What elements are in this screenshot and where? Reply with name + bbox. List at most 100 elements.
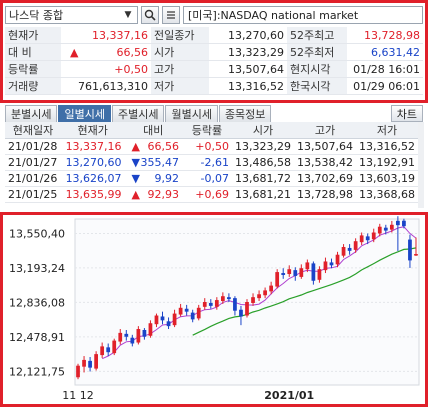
- table-scrollbar[interactable]: [418, 122, 424, 208]
- market-name: [미국]:NASDAQ national market: [188, 8, 359, 22]
- x-tick-label: 11 12: [62, 389, 94, 402]
- low-price: 13,316,52: [209, 77, 287, 95]
- tab-minute[interactable]: 분별시세: [5, 105, 58, 122]
- cell-change: ▲ 66,56: [124, 138, 182, 155]
- search-button[interactable]: [141, 5, 159, 24]
- column-header[interactable]: 대비: [124, 122, 182, 139]
- quote-label: 현재가: [5, 27, 61, 44]
- candle-body: [196, 307, 201, 319]
- candle-body: [408, 239, 412, 261]
- high-price: 13,507,64: [209, 60, 287, 78]
- cell-open: 13,681,72: [231, 170, 294, 187]
- cell-price: 13,626,07: [60, 170, 125, 187]
- menu-button[interactable]: [162, 5, 180, 24]
- column-header[interactable]: 시가: [231, 122, 294, 139]
- chevron-down-icon[interactable]: ▼: [124, 9, 132, 20]
- chart-button[interactable]: 차트: [390, 105, 423, 122]
- column-header[interactable]: 현재가: [60, 122, 125, 139]
- candle-body: [130, 337, 135, 344]
- candle-body: [414, 254, 418, 256]
- cell-rate: -2,61: [182, 154, 232, 171]
- table-row[interactable]: 21/01/25 13,635,99 ▲ 92,93 +0,69 13,681,2…: [5, 186, 418, 203]
- change-rate: +0,50: [61, 60, 151, 78]
- candle-body: [124, 333, 129, 337]
- column-header[interactable]: 고가: [293, 122, 356, 139]
- candle-body: [82, 359, 86, 367]
- cell-change: ▼ 9,92: [124, 170, 182, 187]
- high-52w: 13,728,98: [347, 27, 423, 44]
- tab-info[interactable]: 종목정보: [218, 105, 272, 122]
- candle-body: [106, 347, 111, 353]
- prev-close: 13,270,60: [209, 27, 287, 44]
- cell-low: 13,368,68: [355, 186, 418, 203]
- candle-body: [287, 269, 292, 275]
- quote-label: 현지시각: [287, 60, 347, 78]
- cell-open: 13,486,58: [231, 154, 294, 171]
- column-header[interactable]: 등락률: [182, 122, 232, 139]
- candle-body: [88, 360, 92, 368]
- x-tick-label: 2021/01: [264, 389, 314, 402]
- cell-open: 13,681,21: [231, 186, 294, 203]
- candle-body: [190, 312, 195, 320]
- candle-body: [311, 263, 316, 281]
- y-tick-label: 12,121,75: [9, 365, 65, 378]
- cell-open: 13,323,29: [231, 138, 294, 155]
- candle-body: [293, 270, 298, 276]
- table-row[interactable]: 21/01/28 13,337,16 ▲ 66,56 +0,50 13,323,2…: [5, 138, 418, 155]
- candle-body: [202, 302, 207, 307]
- candle-body: [76, 365, 80, 378]
- column-header[interactable]: 저가: [355, 122, 418, 139]
- candle-body: [335, 254, 340, 265]
- candle-body: [172, 313, 177, 326]
- quote-row: 대 비 ▲ 66,56 시가 13,323,29 52주최저 6,631,42: [5, 43, 423, 61]
- candle-body: [257, 294, 261, 299]
- candle-body: [383, 227, 388, 231]
- ma-short-line: [101, 226, 417, 360]
- quote-label: 거래량: [5, 77, 61, 95]
- candle-body: [142, 329, 147, 337]
- candle-body: [166, 321, 171, 327]
- candle-body: [305, 262, 310, 270]
- tab-bar: 분별시세 일별시세 주별시세 월별시세 종목정보 차트: [5, 105, 423, 122]
- candle-body: [353, 241, 358, 250]
- candle-body: [396, 220, 400, 226]
- tab-daily[interactable]: 일별시세: [58, 105, 111, 122]
- candle-body: [365, 236, 370, 241]
- cell-low: 13,192,91: [355, 154, 418, 171]
- price-chart[interactable]: 13,550,40 13,193,24 12,836,08 12,478,91 12,1…: [3, 215, 425, 404]
- cell-price: 13,337,16: [60, 138, 125, 155]
- search-row: 나스닥 종합 ▼ [미국]:NASDAQ national market: [5, 5, 423, 24]
- table-row[interactable]: 21/01/27 13,270,60 ▼ 355,47 -2,61 13,486,…: [5, 154, 418, 171]
- candle-body: [389, 224, 394, 230]
- volume: 761,613,310: [61, 77, 151, 95]
- candle-body: [184, 308, 189, 312]
- candle-body: [341, 246, 346, 256]
- tab-monthly[interactable]: 월별시세: [165, 105, 218, 122]
- candle-body: [323, 261, 328, 271]
- candle-body: [359, 235, 364, 243]
- candle-body: [214, 300, 219, 307]
- table-header: 현재일자 현재가 대비 등락률 시가 고가 저가: [5, 122, 418, 139]
- cell-price: 13,635,99: [60, 186, 125, 203]
- candle-body: [118, 332, 123, 342]
- candle-body: [281, 273, 286, 275]
- candle-body: [220, 296, 225, 302]
- change-value: ▲ 66,56: [61, 43, 151, 61]
- market-name-field: [미국]:NASDAQ national market: [183, 5, 423, 24]
- search-icon: [144, 9, 156, 21]
- candle-body: [136, 329, 141, 343]
- index-select[interactable]: 나스닥 종합 ▼: [5, 5, 138, 24]
- highlight-frame-chart: [0, 212, 428, 407]
- table-row[interactable]: 21/01/26 13,626,07 ▼ 9,92 -0,07 13,681,72…: [5, 170, 418, 187]
- tab-weekly[interactable]: 주별시세: [111, 105, 165, 122]
- column-header[interactable]: 현재일자: [5, 122, 61, 139]
- daily-table: 현재일자 현재가 대비 등락률 시가 고가 저가 21/01/28 13,337…: [5, 122, 418, 203]
- korea-time: 01/29 06:01: [347, 77, 423, 95]
- candle-body: [154, 315, 159, 325]
- candle-body: [100, 346, 105, 356]
- candle-body: [329, 262, 334, 266]
- cell-rate: +0,69: [182, 186, 232, 203]
- low-52w: 6,631,42: [347, 43, 423, 61]
- quote-row: 현재가 13,337,16 전일종가 13,270,60 52주최고 13,72…: [5, 27, 423, 44]
- quote-label: 52주최고: [287, 27, 347, 44]
